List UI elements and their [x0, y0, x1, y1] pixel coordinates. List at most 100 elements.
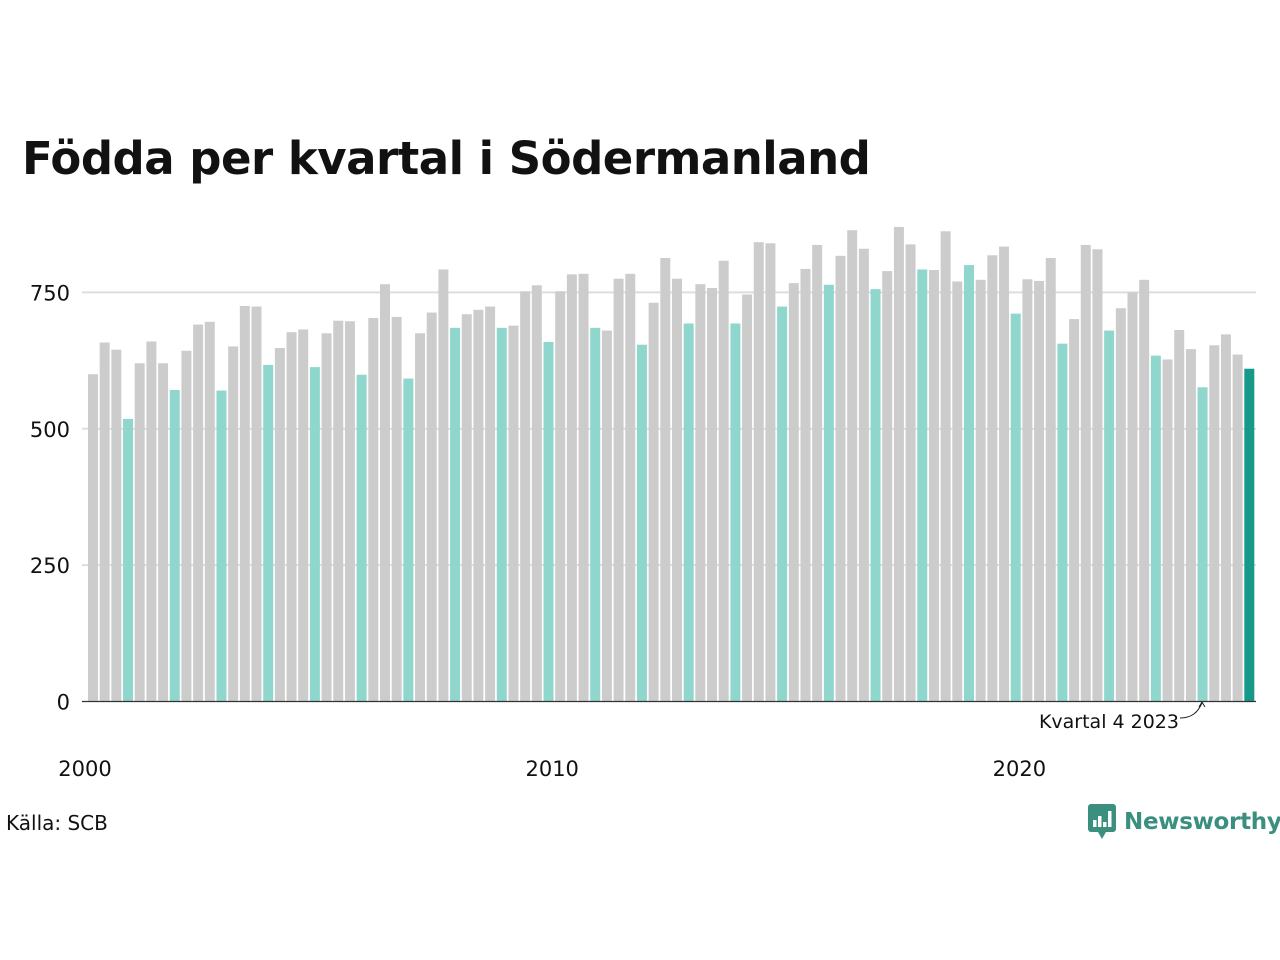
- bar: [917, 269, 928, 702]
- bar: [263, 364, 274, 702]
- bar: [812, 244, 823, 702]
- bar: [555, 291, 566, 702]
- bar: [181, 350, 192, 702]
- bar: [1092, 249, 1103, 702]
- bar: [286, 332, 297, 702]
- bar: [531, 285, 542, 702]
- bar: [426, 312, 437, 702]
- bar: [496, 327, 507, 702]
- bar: [461, 314, 472, 702]
- bar: [274, 348, 285, 702]
- bar: [508, 325, 519, 702]
- bar: [858, 248, 869, 702]
- bar: [742, 294, 753, 702]
- bar: [1244, 368, 1255, 702]
- bar: [625, 273, 636, 702]
- bar: [239, 306, 250, 702]
- bar: [1150, 355, 1161, 702]
- bar: [613, 278, 624, 702]
- bar: [1209, 345, 1220, 702]
- bar: [672, 278, 682, 702]
- annotation: Kvartal 4 2023: [1039, 701, 1206, 733]
- bar: [730, 323, 741, 702]
- bar: [987, 255, 998, 702]
- bar: [928, 270, 939, 702]
- bar: [601, 330, 612, 702]
- bar: [321, 333, 332, 702]
- bar: [123, 418, 134, 702]
- bar: [753, 242, 764, 702]
- bar: [1057, 343, 1068, 702]
- bar: [1232, 354, 1243, 702]
- bar: [777, 306, 788, 702]
- bar: [940, 231, 951, 702]
- bar: [99, 342, 110, 702]
- chart-title: Födda per kvartal i Södermanland: [22, 132, 871, 185]
- y-tick-label: 500: [30, 418, 70, 442]
- x-tick-label: 2020: [993, 757, 1046, 781]
- bar: [566, 274, 577, 702]
- x-tick-label: 2010: [525, 757, 578, 781]
- bar-chart: 0 250 500 750 2000 2010 2020 Kvartal 4 2023: [30, 226, 1256, 781]
- bar: [578, 273, 589, 702]
- bar: [111, 349, 122, 702]
- x-tick-label: 2000: [58, 757, 111, 781]
- bar: [193, 324, 204, 702]
- annotation-arrowhead: [1198, 701, 1206, 708]
- bar: [1010, 313, 1021, 702]
- bar: [964, 265, 974, 702]
- bar: [695, 284, 706, 702]
- bar: [88, 374, 98, 702]
- bar: [800, 268, 811, 702]
- bar: [1069, 319, 1080, 702]
- bar: [216, 390, 227, 702]
- bar: [683, 323, 694, 702]
- bar: [999, 246, 1010, 702]
- bar-chart-speech-icon: [1088, 804, 1116, 839]
- bar: [788, 283, 799, 702]
- bar: [368, 318, 379, 702]
- bar: [251, 306, 262, 702]
- bar: [718, 260, 729, 702]
- bar: [1162, 359, 1173, 702]
- bar: [1034, 280, 1045, 702]
- bar: [847, 230, 858, 702]
- bar: [707, 288, 718, 702]
- bar: [1022, 279, 1033, 702]
- bar: [1185, 349, 1196, 702]
- bar: [391, 316, 402, 702]
- bar: [882, 271, 893, 702]
- bar: [975, 279, 986, 702]
- bar: [905, 244, 916, 702]
- y-axis: 0 250 500 750: [30, 281, 70, 714]
- bar: [648, 302, 659, 702]
- y-tick-label: 0: [57, 691, 70, 715]
- x-axis: 2000 2010 2020: [58, 757, 1046, 781]
- bar: [380, 284, 390, 702]
- bar: [823, 284, 834, 702]
- y-tick-label: 750: [30, 281, 70, 305]
- bar: [473, 309, 484, 702]
- bar: [485, 306, 496, 702]
- annotation-label: Kvartal 4 2023: [1039, 711, 1179, 733]
- bar: [450, 327, 461, 702]
- bar: [169, 390, 180, 702]
- bar: [134, 363, 145, 702]
- bar: [146, 341, 157, 702]
- bar: [893, 226, 904, 702]
- bar: [415, 333, 426, 702]
- bar: [1045, 258, 1056, 702]
- bar: [438, 269, 449, 702]
- bar: [1174, 330, 1185, 702]
- bar: [1197, 387, 1208, 702]
- bar: [228, 346, 239, 702]
- bar: [1139, 279, 1150, 702]
- bar: [1220, 334, 1231, 702]
- bar: [1080, 244, 1091, 702]
- bar: [309, 367, 320, 702]
- bar: [158, 363, 169, 702]
- bar: [1127, 292, 1138, 702]
- bar: [952, 281, 963, 702]
- bar: [403, 378, 414, 702]
- bar: [356, 374, 367, 702]
